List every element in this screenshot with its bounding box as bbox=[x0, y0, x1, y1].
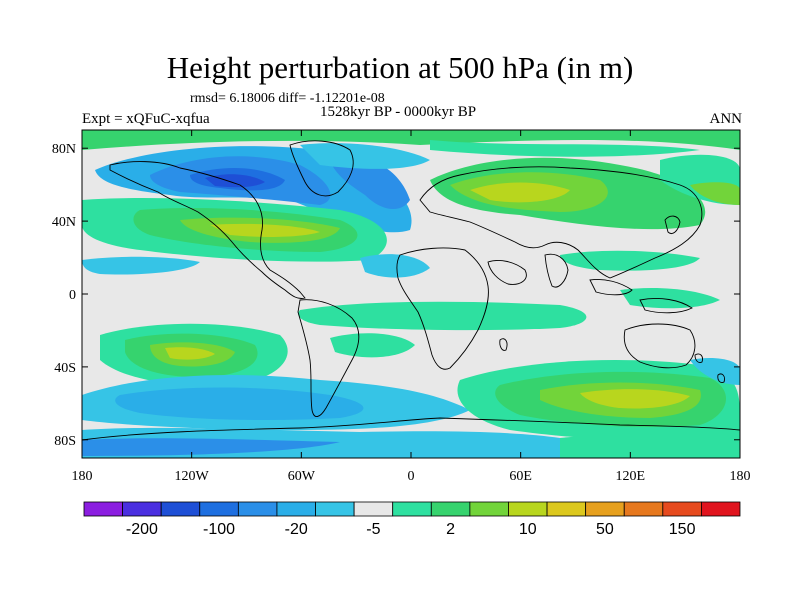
colorbar-label: -200 bbox=[126, 521, 158, 538]
stats-line: rmsd= 6.18006 diff= -1.12201e-08 bbox=[190, 91, 385, 106]
colorbar: -200 -100 -20 -5 2 10 50 150 bbox=[83, 501, 741, 538]
colorbar-swatch bbox=[430, 501, 471, 517]
longitude-ticks: 180 120W 60W 0 60E 120E 180 bbox=[72, 130, 751, 484]
lat-tick-label: 40S bbox=[54, 361, 76, 376]
colorbar-swatch bbox=[392, 501, 432, 517]
colorbar-swatch bbox=[546, 501, 587, 517]
colorbar-label: 10 bbox=[519, 521, 537, 538]
colorbar-swatch bbox=[701, 501, 741, 517]
colorbar-swatch bbox=[160, 501, 201, 517]
lon-tick-label: 180 bbox=[730, 469, 751, 484]
colorbar-label: 50 bbox=[596, 521, 614, 538]
colorbar-swatch bbox=[83, 501, 123, 517]
colorbar-swatch bbox=[662, 501, 702, 517]
latitude-ticks: 80N 40N 0 40S 80S bbox=[52, 142, 740, 449]
colorbar-label: -20 bbox=[285, 521, 308, 538]
colorbar-label: 150 bbox=[669, 521, 696, 538]
colorbar-label: -5 bbox=[366, 521, 380, 538]
lon-tick-label: 120E bbox=[616, 469, 646, 484]
colorbar-swatch bbox=[623, 501, 664, 517]
lon-tick-label: 0 bbox=[408, 469, 415, 484]
lat-tick-label: 80S bbox=[54, 434, 76, 449]
lon-tick-label: 60W bbox=[288, 469, 316, 484]
lon-tick-label: 60E bbox=[509, 469, 532, 484]
lat-tick-label: 80N bbox=[52, 142, 76, 157]
colorbar-swatch bbox=[122, 501, 162, 517]
continent-outlines bbox=[82, 140, 740, 441]
period-line: 1528kyr BP - 0000kyr BP bbox=[320, 104, 477, 120]
map-panel bbox=[82, 130, 740, 458]
colorbar-swatch bbox=[237, 501, 278, 517]
colorbar-label: -100 bbox=[203, 521, 235, 538]
lat-tick-label: 0 bbox=[69, 288, 76, 303]
colorbar-swatch bbox=[199, 501, 239, 517]
colorbar-swatch bbox=[276, 501, 316, 517]
colorbar-swatch bbox=[469, 501, 509, 517]
lat-tick-label: 40N bbox=[52, 215, 76, 230]
colorbar-swatch bbox=[585, 501, 625, 517]
colorbar-label: 2 bbox=[446, 521, 455, 538]
lon-tick-label: 120W bbox=[175, 469, 210, 484]
plot-title: Height perturbation at 500 hPa (in m) bbox=[166, 50, 634, 85]
contour-fills bbox=[82, 130, 740, 458]
season-label: ANN bbox=[709, 111, 743, 127]
colorbar-swatch bbox=[353, 501, 394, 517]
lon-tick-label: 180 bbox=[72, 469, 93, 484]
colorbar-swatch bbox=[508, 501, 548, 517]
experiment-label: Expt = xQFuC-xqfua bbox=[82, 111, 210, 127]
colorbar-swatch bbox=[315, 501, 355, 517]
